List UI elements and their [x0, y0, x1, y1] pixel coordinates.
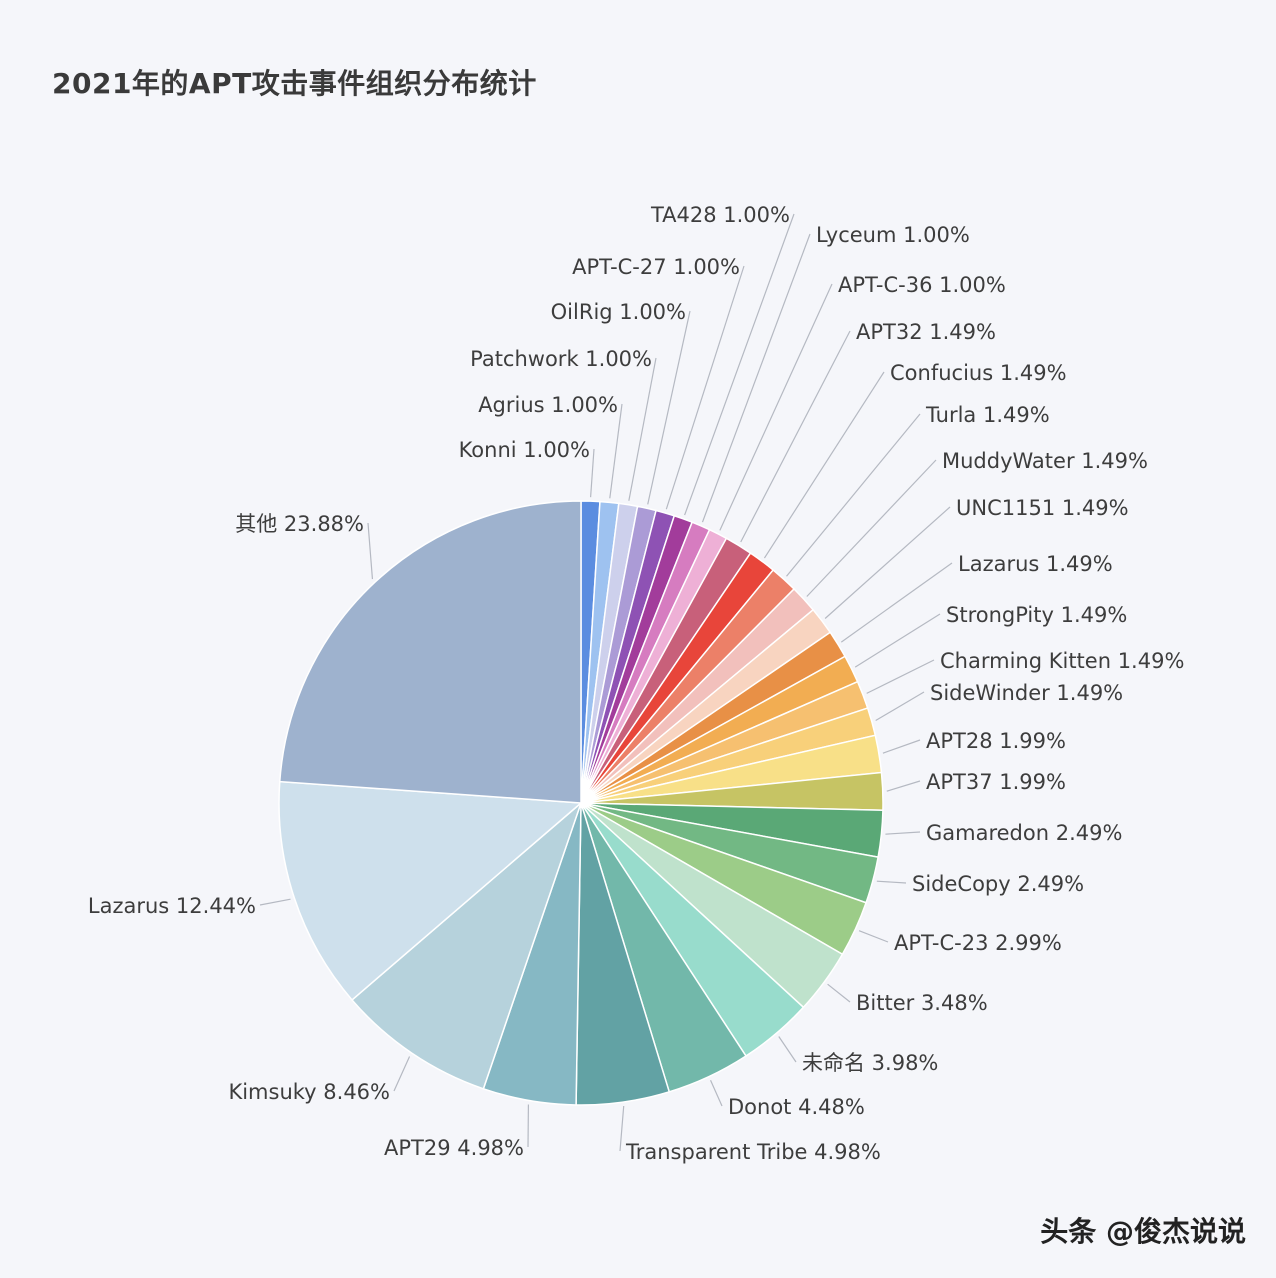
leader-line-14 [854, 613, 941, 668]
leader-line-3 [647, 310, 691, 505]
leader-line-6 [701, 233, 811, 523]
leader-line-22 [827, 983, 851, 1003]
leader-line-11 [806, 459, 937, 597]
leader-line-0 [590, 448, 595, 498]
leader-line-28 [259, 898, 291, 906]
leader-line-8 [740, 330, 851, 543]
slice-label-8: APT32 1.49% [856, 320, 996, 344]
leader-line-24 [709, 1079, 723, 1107]
slice-label-26: APT29 4.98% [384, 1136, 524, 1160]
pie-slice-27 [350, 800, 583, 1090]
slice-label-11: MuddyWater 1.49% [942, 449, 1148, 473]
leader-line-21 [858, 930, 889, 943]
slice-label-21: APT-C-23 2.99% [894, 931, 1062, 955]
leader-line-29 [367, 522, 374, 580]
slice-label-13: Lazarus 1.49% [958, 552, 1113, 576]
watermark: 头条 @俊杰说说 [1040, 1215, 1246, 1248]
leader-line-2 [628, 357, 657, 501]
leader-line-27 [393, 1056, 411, 1092]
slice-label-5: TA428 1.00% [650, 203, 790, 227]
leader-line-4 [665, 265, 745, 510]
slice-label-23: 未命名 3.98% [802, 1051, 938, 1075]
slice-label-0: Konni 1.00% [459, 438, 590, 462]
slice-label-29: 其他 23.88% [235, 512, 364, 536]
slice-label-18: APT37 1.99% [926, 770, 1066, 794]
slice-label-22: Bitter 3.48% [856, 991, 988, 1015]
leader-line-13 [840, 562, 953, 643]
leader-line-5 [684, 213, 795, 516]
slice-label-17: APT28 1.99% [926, 729, 1066, 753]
slice-label-9: Confucius 1.49% [890, 361, 1067, 385]
slice-label-20: SideCopy 2.49% [912, 872, 1084, 896]
leader-line-9 [763, 371, 885, 559]
slice-label-15: Charming Kitten 1.49% [940, 649, 1184, 673]
pie-slice-28 [278, 780, 583, 1001]
slice-label-24: Donot 4.48% [728, 1095, 865, 1119]
leader-line-18 [886, 780, 921, 792]
slice-label-7: APT-C-36 1.00% [838, 273, 1006, 297]
slice-label-19: Gamaredon 2.49% [926, 821, 1122, 845]
leader-line-15 [866, 659, 935, 694]
slice-label-10: Turla 1.49% [925, 403, 1050, 427]
slice-label-28: Lazarus 12.44% [88, 894, 256, 918]
leader-line-20 [876, 880, 907, 884]
slice-label-4: APT-C-27 1.00% [572, 255, 740, 279]
slice-label-3: OilRig 1.00% [551, 300, 686, 324]
leader-line-1 [609, 403, 623, 499]
slice-label-1: Agrius 1.00% [478, 393, 618, 417]
slice-label-12: UNC1151 1.49% [956, 496, 1129, 520]
leader-line-16 [875, 691, 925, 722]
leader-line-25 [619, 1105, 625, 1152]
leader-line-12 [824, 506, 951, 619]
pie-slice-29 [278, 500, 582, 804]
slice-label-16: SideWinder 1.49% [930, 681, 1123, 705]
leader-line-19 [885, 831, 921, 835]
slice-label-27: Kimsuky 8.46% [228, 1080, 390, 1104]
leader-line-17 [882, 739, 921, 754]
slice-label-6: Lyceum 1.00% [816, 223, 970, 247]
leader-line-23 [778, 1036, 797, 1063]
slice-label-25: Transparent Tribe 4.98% [625, 1140, 881, 1164]
leader-line-7 [719, 283, 833, 531]
chart-title: 2021年的APT攻击事件组织分布统计 [52, 67, 537, 100]
leader-line-10 [786, 413, 921, 577]
slice-label-2: Patchwork 1.00% [470, 347, 652, 371]
slice-label-14: StrongPity 1.49% [946, 603, 1127, 627]
